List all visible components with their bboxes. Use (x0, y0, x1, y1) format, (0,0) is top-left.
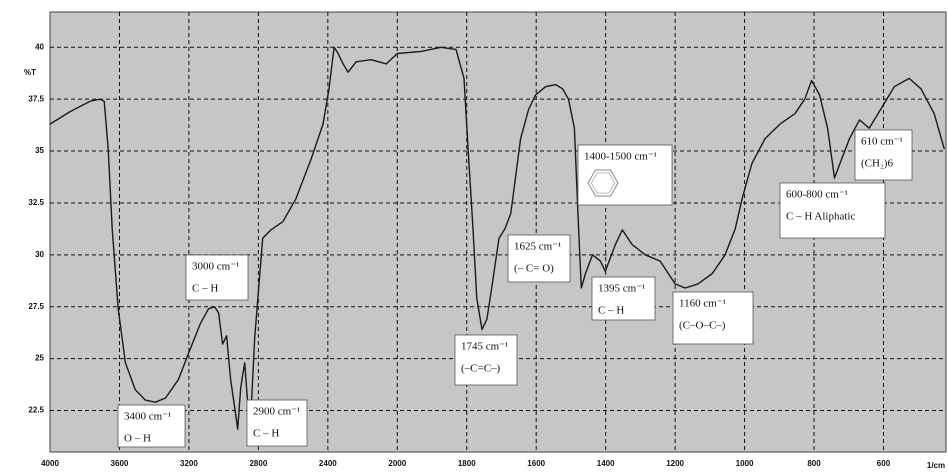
annotation-box (246, 399, 308, 447)
y-tick-label: 30 (35, 250, 44, 259)
annotation-box (577, 144, 673, 206)
annotation-box (507, 234, 571, 283)
annotation-text: 1160 cm⁻¹ (679, 298, 726, 310)
x-tick-label: 2400 (319, 459, 337, 468)
x-tick-label: 3600 (111, 459, 129, 468)
annotation-box (779, 182, 886, 239)
annotation-box (117, 404, 186, 448)
annotation-text: 600-800 cm⁻¹ (786, 189, 848, 201)
annotation-text: C – H Aliphatic (786, 211, 855, 223)
x-tick-label: 1800 (458, 459, 476, 468)
y-tick-label: 35 (35, 146, 44, 155)
annotation-text: 610 cm⁻¹ (861, 136, 903, 148)
annotation-text: 1745 cm⁻¹ (461, 341, 508, 353)
annotation-box (591, 276, 656, 321)
y-tick-label: 27.5 (28, 302, 44, 311)
annotation-box (185, 254, 249, 301)
annotation-text: C – H (598, 305, 624, 317)
annotation-text: 1625 cm⁻¹ (514, 241, 561, 253)
benzene-inner (590, 172, 616, 194)
benzene-icon (587, 169, 619, 197)
x-tick-label: 1200 (666, 459, 684, 468)
x-tick-label: 4000 (41, 459, 59, 468)
annotation-text: 1400-1500 cm⁻¹ (584, 151, 657, 163)
x-tick-label: 2000 (388, 459, 406, 468)
annotation-text: 1395 cm⁻¹ (598, 283, 645, 295)
x-tick-label: 800 (807, 459, 821, 468)
annotation-text: (–C=C–) (461, 363, 501, 375)
y-tick-label: 25 (35, 354, 44, 363)
y-axis-label: %T (24, 68, 36, 77)
x-tick-label: 3200 (180, 459, 198, 468)
y-tick-label: 32.5 (28, 198, 44, 207)
x-tick-label: 2800 (249, 459, 267, 468)
annotation-text: (CH₂)6 (861, 158, 893, 170)
annotation-text: (C–O–C–) (679, 320, 726, 332)
annotation-text: 2900 cm⁻¹ (253, 406, 300, 418)
annotation-text: 3000 cm⁻¹ (192, 261, 239, 273)
x-tick-label: 1600 (527, 459, 545, 468)
annotation-box (672, 291, 754, 345)
spectrum-line (49, 46, 945, 430)
annotation-text: (– C= O) (514, 263, 554, 275)
annotation-text: 3400 cm⁻¹ (124, 411, 171, 423)
annotation-box (454, 334, 518, 386)
y-tick-label: 22.5 (28, 406, 44, 415)
x-tick-label: 1400 (597, 459, 615, 468)
annotation-text: O – H (124, 433, 151, 445)
annotation-text: C – H (192, 283, 218, 295)
y-tick-label: 40 (35, 42, 44, 51)
y-tick-label: 37.5 (28, 94, 44, 103)
annotation-text: C – H (253, 428, 279, 440)
x-axis-label: 1/cm (927, 461, 945, 470)
x-tick-label: 600 (877, 459, 891, 468)
annotation-box (854, 129, 913, 181)
x-tick-label: 1000 (736, 459, 754, 468)
